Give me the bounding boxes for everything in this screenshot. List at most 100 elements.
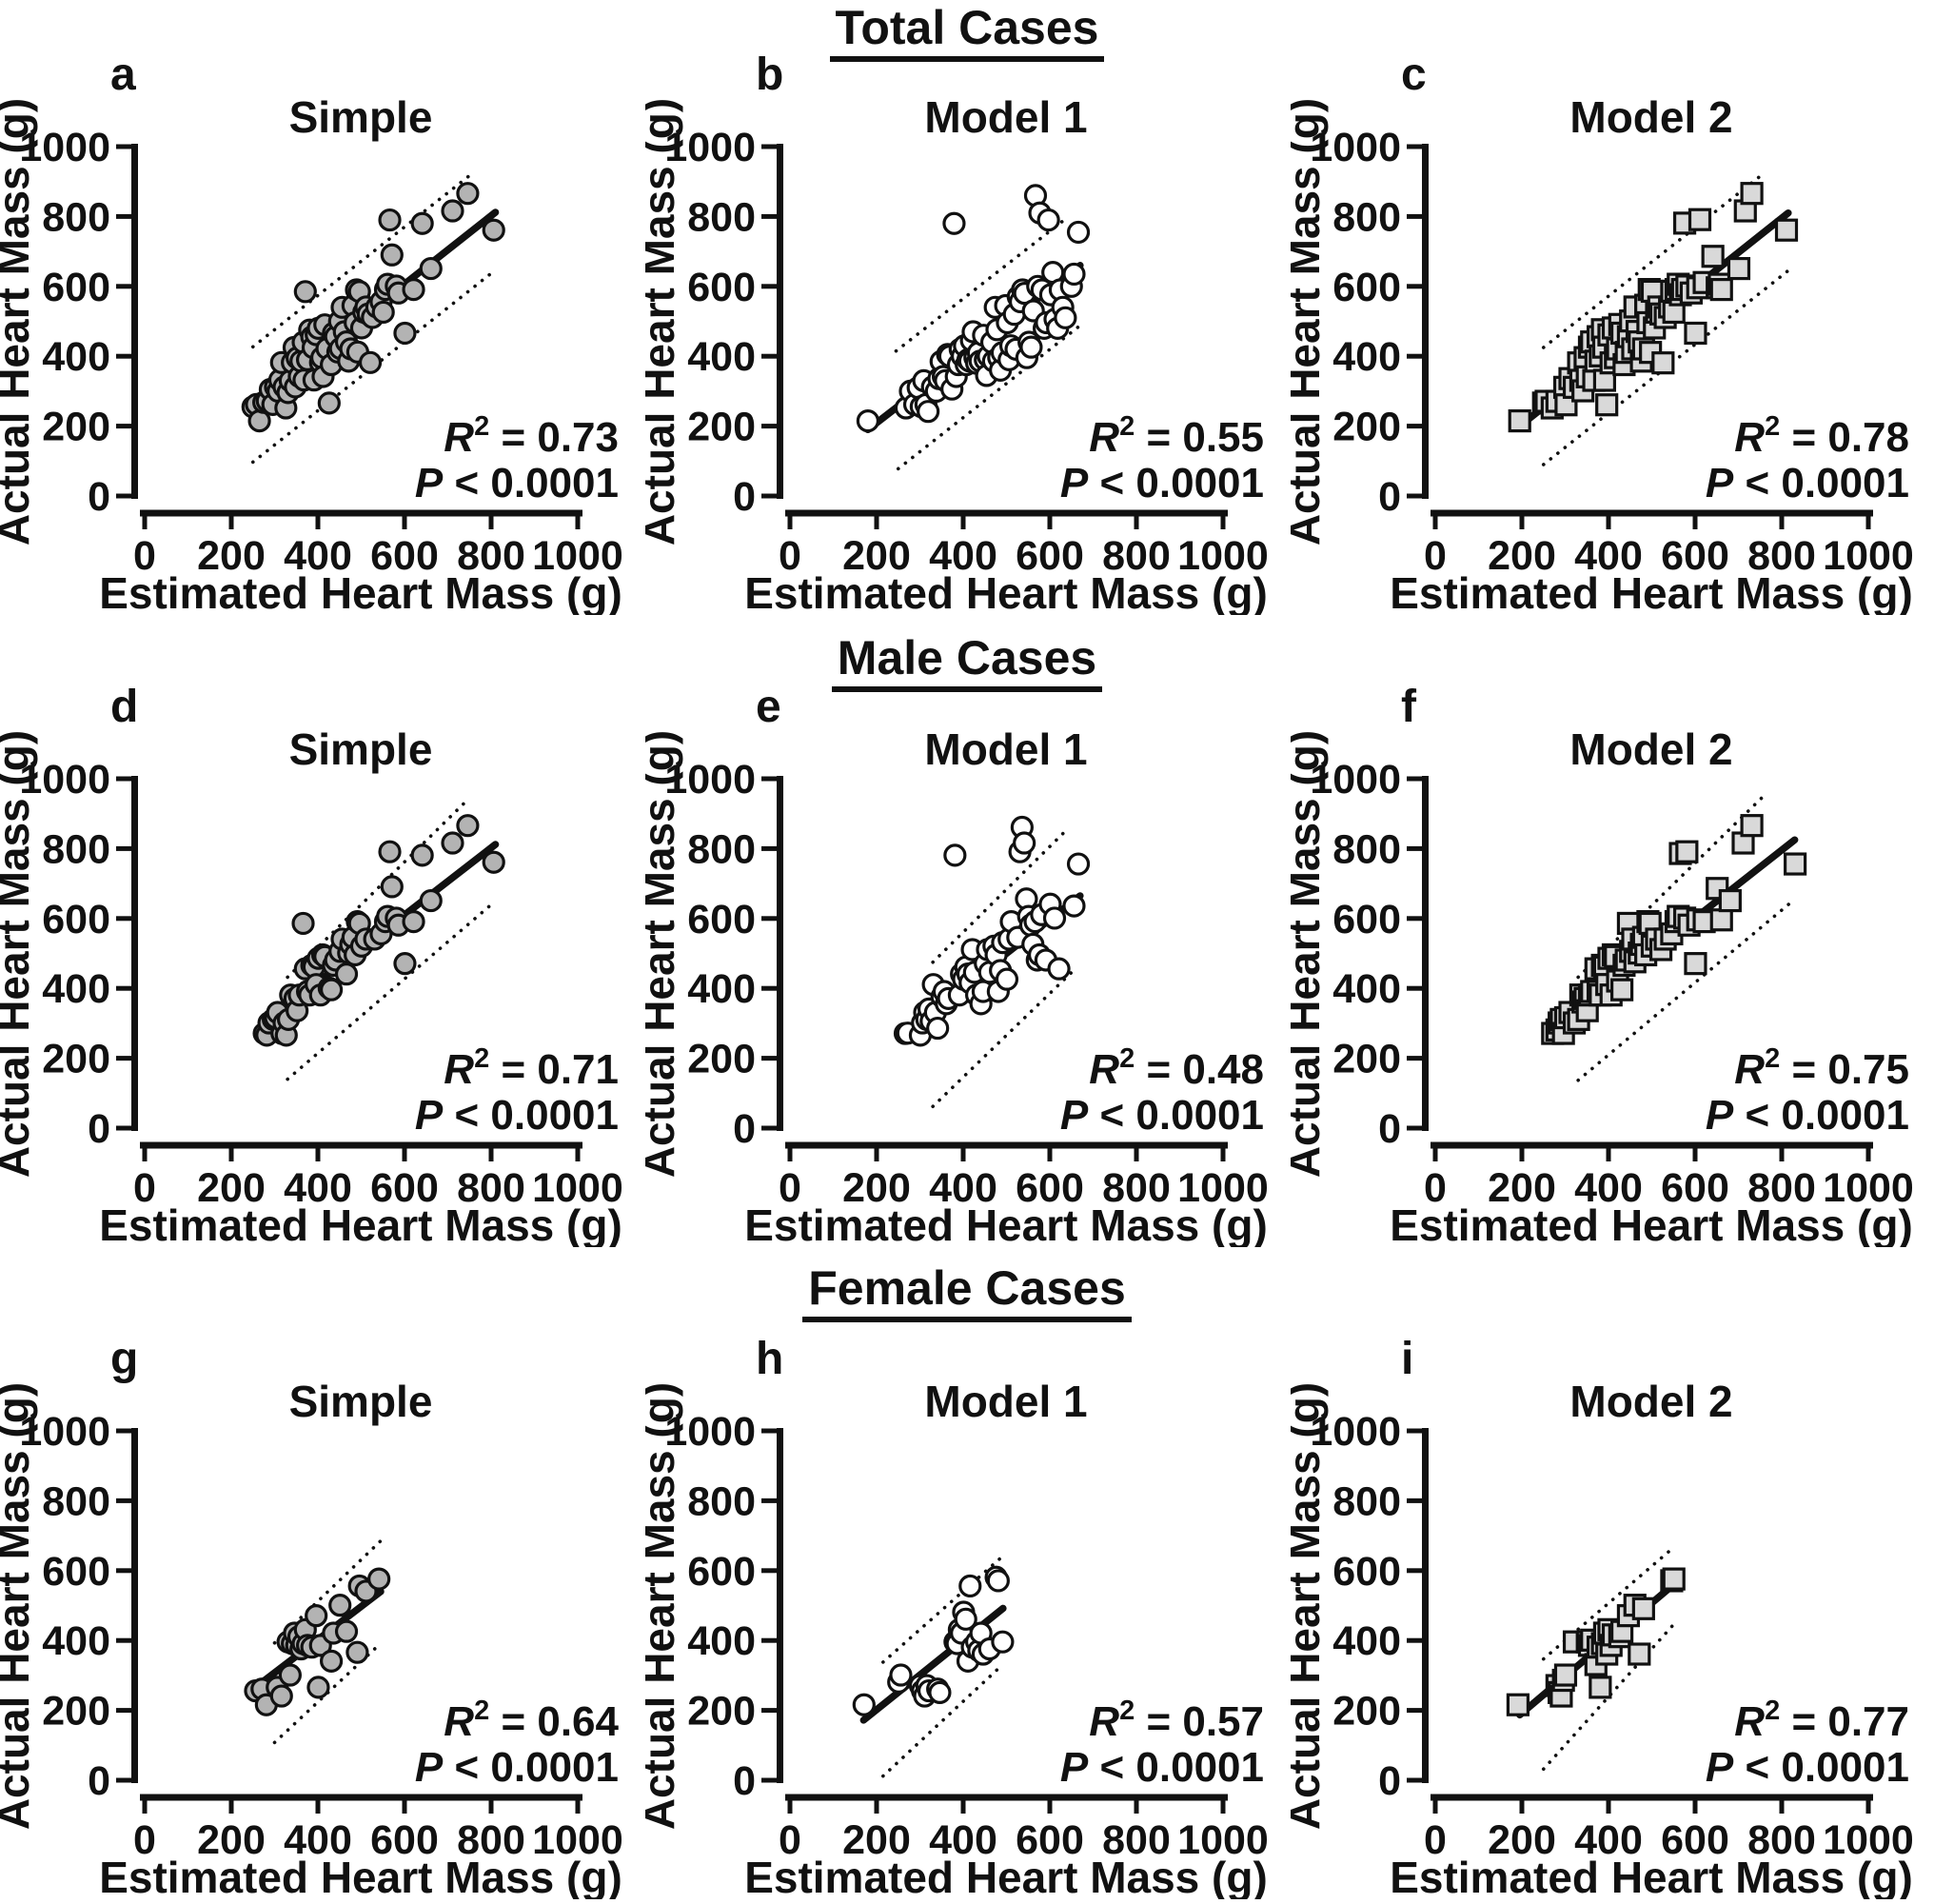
- x-axis-label: Estimated Heart Mass (g): [744, 1853, 1268, 1899]
- x-tick-label: 600: [1016, 533, 1084, 579]
- y-tick-label: 0: [88, 474, 110, 520]
- row-header-male-cases: Male Cases: [0, 632, 1934, 692]
- r-squared-annotation: R2 = 0.57: [1089, 1696, 1264, 1745]
- data-point: [1506, 1693, 1530, 1716]
- y-axis: 0 200 400 600 800 1000: [1310, 125, 1429, 520]
- data-point: [986, 1569, 1010, 1593]
- data-point: [1740, 182, 1764, 206]
- data-point: [1054, 306, 1077, 329]
- x-tick-label: 400: [929, 1817, 997, 1863]
- data-point: [1718, 888, 1742, 913]
- data-point: [482, 850, 505, 874]
- y-axis: 0 200 400 600 800 1000: [664, 757, 783, 1152]
- data-point: [1047, 957, 1071, 981]
- y-tick-label: 0: [1378, 1106, 1401, 1152]
- panel-title: Model 2: [1569, 1377, 1732, 1426]
- x-axis-label: Estimated Heart Mass (g): [1390, 1853, 1913, 1899]
- y-tick-label: 600: [42, 897, 110, 942]
- data-point: [852, 1693, 876, 1716]
- x-axis: 0 200 400 600 800 1000: [133, 1794, 623, 1863]
- data-point: [1709, 908, 1733, 932]
- x-tick-label: 0: [779, 1165, 801, 1211]
- data-point: [269, 1684, 293, 1708]
- scatter-points: [1506, 1567, 1686, 1716]
- row-header-total-cases: Total Cases: [0, 2, 1934, 62]
- p-value-annotation: P < 0.0001: [415, 1092, 619, 1139]
- x-axis: 0 200 400 600 800 1000: [1424, 1141, 1914, 1211]
- panel-title: Simple: [289, 724, 433, 774]
- x-tick-label: 1000: [1177, 1817, 1269, 1863]
- x-tick-label: 600: [370, 1165, 439, 1211]
- x-axis: 0 200 400 600 800 1000: [779, 1141, 1269, 1211]
- x-tick-label: 0: [779, 1817, 801, 1863]
- data-point: [1595, 393, 1619, 417]
- panel-title: Simple: [289, 1377, 433, 1426]
- x-tick-label: 400: [929, 1165, 997, 1211]
- scatter-points: [1541, 814, 1807, 1045]
- y-tick-label: 800: [1332, 194, 1401, 240]
- x-tick-label: 200: [842, 1817, 911, 1863]
- y-tick-label: 1000: [664, 1409, 756, 1455]
- data-point: [1013, 831, 1036, 855]
- y-tick-label: 400: [687, 334, 756, 380]
- x-tick-label: 200: [197, 1165, 266, 1211]
- x-tick-label: 0: [133, 1165, 156, 1211]
- x-tick-label: 200: [842, 1165, 911, 1211]
- lower-prediction-band: [881, 1662, 1005, 1778]
- x-axis: 0 200 400 600 800 1000: [133, 1141, 623, 1211]
- x-tick-label: 400: [284, 1817, 352, 1863]
- panel-letter: g: [110, 1334, 138, 1384]
- data-point: [306, 1676, 330, 1699]
- y-axis: 0 200 400 600 800 1000: [1310, 1409, 1429, 1804]
- panel-title: Model 1: [924, 724, 1087, 774]
- x-tick-label: 1000: [532, 533, 623, 579]
- y-tick-label: 0: [88, 1758, 110, 1804]
- x-tick-label: 1000: [532, 1165, 623, 1211]
- x-tick-label: 600: [1016, 1165, 1084, 1211]
- data-point: [291, 911, 315, 936]
- r-squared-annotation: R2 = 0.77: [1734, 1696, 1909, 1745]
- panel-h: 0 200 400 600 800 1000 0 200 400 600 800 1000 h Model…: [645, 1324, 1289, 1899]
- lower-prediction-band: [286, 899, 498, 1081]
- x-tick-label: 400: [929, 533, 997, 579]
- lower-prediction-band: [931, 967, 1077, 1109]
- y-tick-label: 400: [42, 966, 110, 1012]
- data-point: [419, 888, 443, 913]
- y-axis: 0 200 400 600 800 1000: [19, 757, 138, 1152]
- r-squared-annotation: R2 = 0.48: [1089, 1043, 1264, 1093]
- data-point: [402, 278, 425, 302]
- y-tick-label: 200: [42, 405, 110, 450]
- r-squared-annotation: R2 = 0.73: [444, 411, 619, 461]
- data-point: [1651, 351, 1675, 375]
- x-tick-label: 1000: [1823, 533, 1914, 579]
- panel-letter: f: [1401, 682, 1417, 732]
- y-axis: 0 200 400 600 800 1000: [19, 125, 138, 520]
- y-tick-label: 1000: [1310, 757, 1401, 803]
- scatter-points: [852, 1565, 1015, 1716]
- lower-prediction-band: [1541, 1621, 1676, 1772]
- y-tick-label: 200: [1332, 1037, 1401, 1082]
- data-point: [1675, 840, 1699, 863]
- data-point: [317, 391, 341, 415]
- x-tick-label: 0: [779, 533, 801, 579]
- x-axis-label: Estimated Heart Mass (g): [744, 1200, 1268, 1247]
- y-tick-label: 400: [1332, 966, 1401, 1012]
- y-axis-label: Actual Heart Mass (g): [0, 730, 38, 1178]
- row-header-male-cases-text: Male Cases: [831, 632, 1103, 692]
- x-tick-label: 200: [1488, 1817, 1556, 1863]
- p-value-annotation: P < 0.0001: [1060, 460, 1264, 506]
- x-tick-label: 400: [1574, 1165, 1643, 1211]
- x-axis-label: Estimated Heart Mass (g): [744, 568, 1268, 615]
- data-point: [441, 199, 464, 223]
- data-point: [1784, 852, 1807, 876]
- scatter-points: [856, 184, 1091, 433]
- x-tick-label: 800: [1102, 1165, 1171, 1211]
- data-point: [393, 952, 417, 976]
- y-tick-label: 0: [733, 1106, 756, 1152]
- data-point: [367, 1567, 391, 1591]
- data-point: [456, 182, 480, 206]
- y-tick-label: 600: [1332, 265, 1401, 310]
- data-point: [1684, 321, 1707, 346]
